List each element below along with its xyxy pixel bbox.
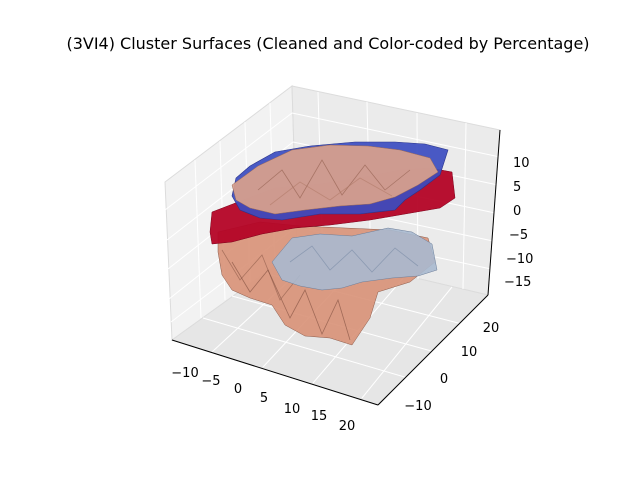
x-tick-label: 5 <box>260 391 268 406</box>
grid-line <box>202 317 409 379</box>
y-tick-label: 20 <box>483 321 500 336</box>
z-tick-label: 10 <box>513 156 530 171</box>
surface-texture <box>221 249 301 301</box>
z-tick-label: −10 <box>506 252 533 267</box>
chart-title: (3VI4) Cluster Surfaces (Cleaned and Col… <box>66 34 589 53</box>
y-tick-label: 10 <box>461 345 478 360</box>
z-axis-line <box>487 129 501 296</box>
surfaces <box>209 141 456 346</box>
surface-grey-slab <box>271 227 438 291</box>
y-tick-label: 0 <box>440 372 448 387</box>
x-tick-labels: −10 −5 0 5 10 15 20 <box>171 366 355 434</box>
x-tick-label: 15 <box>311 409 328 424</box>
grid-line <box>291 112 501 158</box>
surface-texture <box>269 177 393 206</box>
grid-line <box>164 112 293 211</box>
y-tick-label: −10 <box>404 399 431 414</box>
x-tick-label: 0 <box>234 382 242 397</box>
z-tick-label: −5 <box>509 228 528 243</box>
x-tick-label: −10 <box>171 366 198 381</box>
axis-lines <box>171 129 501 406</box>
z-tick-label: 5 <box>513 180 521 195</box>
surface-peach-cap <box>231 144 439 215</box>
x-tick-label: −5 <box>201 374 220 389</box>
y-axis-line <box>377 294 489 406</box>
x-tick-label: 20 <box>339 419 356 434</box>
z-tick-labels: 10 5 0 −5 −10 −15 <box>504 156 533 290</box>
surface-texture <box>257 159 411 199</box>
grid-line <box>361 286 453 399</box>
x-axis-line <box>171 339 379 406</box>
x-tick-label: 10 <box>284 402 301 417</box>
z-tick-label: −15 <box>504 275 531 290</box>
surface-texture <box>231 261 351 341</box>
y-tick-labels: −10 0 10 20 <box>404 321 499 414</box>
surface-texture <box>289 245 419 273</box>
z-tick-label: 0 <box>513 204 521 219</box>
